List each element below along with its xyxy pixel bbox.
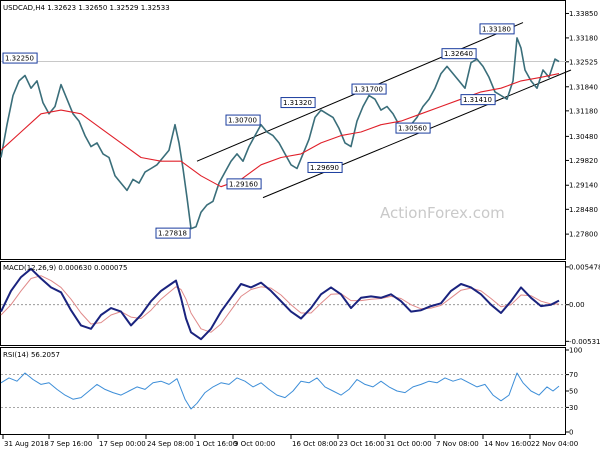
price-label-box — [225, 114, 261, 126]
price-label-box — [155, 227, 191, 239]
x-axis-label: 23 Oct 16:00 — [339, 440, 385, 448]
macd-signal-line — [0, 275, 559, 333]
x-axis-label: 17 Sep 00:00 — [99, 440, 146, 448]
price-label-box — [395, 122, 431, 134]
watermark: ActionForex.com — [380, 204, 505, 222]
price-label: 1.29690 — [310, 164, 339, 172]
price-label: 1.31410 — [463, 96, 492, 104]
price-label: 1.32640 — [444, 50, 473, 58]
price-tick-label: 1.31180 — [569, 107, 598, 115]
price-label: 1.30700 — [228, 117, 257, 125]
price-label: 1.29160 — [229, 180, 258, 188]
price-label-box — [2, 52, 38, 64]
x-axis-label: 24 Sep 08:00 — [147, 440, 194, 448]
x-axis-label: 9 Oct 00:00 — [234, 440, 275, 448]
x-axis-label: 1 Oct 16:00 — [196, 440, 237, 448]
price-tick-label: 1.31840 — [569, 83, 598, 91]
macd-panel: 0.005478 0.00 -0.005314 — [0, 263, 600, 346]
price-tick-label: 1.29140 — [569, 182, 598, 190]
macd-header: MACD(12,26,9) 0.000630 0.000075 — [3, 264, 127, 272]
price-label-box — [307, 161, 343, 173]
price-panel: 1.33850 1.33180 1.32525 1.31840 1.31180 1.304… — [0, 10, 598, 239]
macd-tick-label: 0.00 — [569, 301, 585, 309]
rsi-panel-frame — [0, 347, 566, 435]
macd-panel-frame — [0, 261, 566, 346]
price-series-line — [0, 37, 560, 230]
rsi-tick-label: 50 — [569, 388, 578, 396]
price-label: 1.33180 — [482, 25, 511, 33]
x-axis-label: 7 Nov 08:00 — [436, 440, 479, 448]
price-label-box — [280, 97, 316, 109]
symbol-header: USDCAD,H4 1.32623 1.32650 1.32529 1.3253… — [3, 4, 170, 12]
x-axis-label: 31 Aug 2018 — [4, 440, 49, 448]
price-label-box — [351, 83, 387, 95]
x-axis-label: 14 Nov 16:00 — [484, 440, 531, 448]
price-label: 1.31320 — [283, 99, 312, 107]
price-tick-label: 1.29820 — [569, 157, 598, 165]
rsi-header: RSI(14) 56.2057 — [3, 351, 60, 359]
price-label-box — [226, 178, 262, 190]
price-label: 1.30560 — [398, 125, 427, 133]
price-tick-label: 1.33180 — [569, 34, 598, 42]
macd-tick-label: 0.005478 — [569, 263, 600, 271]
x-axis-label: 22 Nov 04:00 — [531, 440, 578, 448]
price-tick-label: 1.28480 — [569, 206, 598, 214]
rsi-line — [0, 372, 560, 410]
price-label: 1.32250 — [5, 55, 34, 63]
price-label-box — [441, 48, 477, 60]
x-axis: 31 Aug 2018 7 Sep 16:00 17 Sep 00:00 24 Sep… — [2, 435, 578, 448]
x-axis-label: 7 Sep 16:00 — [50, 440, 92, 448]
rsi-panel: 100 70 50 30 0 — [0, 347, 582, 437]
price-label-box — [479, 23, 515, 35]
rsi-tick-label: 30 — [569, 404, 578, 412]
rsi-tick-label: 100 — [569, 347, 582, 355]
rsi-tick-label: 0 — [569, 429, 573, 437]
x-axis-label: 16 Oct 08:00 — [292, 440, 338, 448]
price-tick-label: 1.27800 — [569, 231, 598, 239]
channel-lower-line — [262, 69, 572, 199]
price-tick-label: 1.32525 — [569, 58, 598, 66]
price-tick-label: 1.33850 — [569, 10, 598, 18]
price-panel-frame — [0, 0, 566, 260]
macd-main-line — [0, 267, 560, 341]
price-label: 1.27818 — [158, 230, 187, 238]
x-axis-label: 31 Oct 00:00 — [386, 440, 432, 448]
price-tick-label: 1.30480 — [569, 133, 598, 141]
rsi-tick-label: 70 — [569, 371, 578, 379]
macd-tick-label: -0.005314 — [569, 338, 600, 346]
price-label: 1.31700 — [354, 86, 383, 94]
price-label-box — [460, 94, 496, 106]
